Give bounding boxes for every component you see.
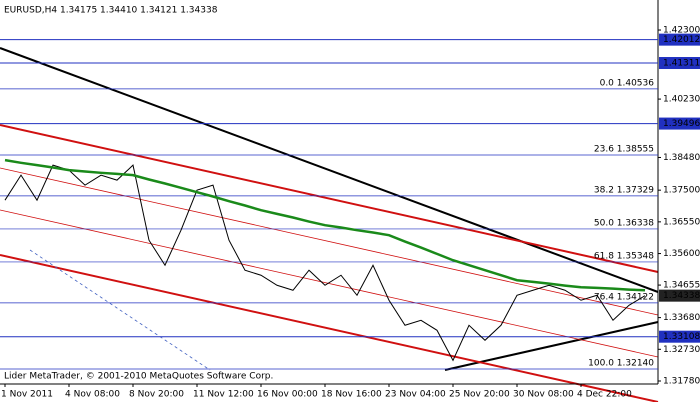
footer: Lider MetaTrader, © 2001-2010 MetaQuotes… (4, 372, 273, 382)
x-tick-label: 8 Nov 20:00 (129, 390, 184, 400)
y-tick-label: 1.35600 (663, 249, 700, 259)
level-box (659, 117, 700, 130)
x-tick-label: 1 Nov 2011 (1, 390, 53, 400)
fib-label: 100.0 1.32140 (588, 358, 654, 368)
y-tick-label: 1.33680 (663, 313, 700, 323)
y-tick-label: 1.36550 (663, 217, 700, 227)
level-box (659, 330, 700, 343)
channel-mid (0, 209, 659, 358)
level-box (659, 57, 700, 70)
dotted-line (29, 249, 211, 371)
y-tick-label: 1.38480 (663, 153, 700, 163)
price-box (659, 289, 700, 302)
fib-label: 76.4 1.34122 (594, 292, 654, 302)
level-label: 1.41311 (663, 59, 700, 69)
x-tick-label: 25 Nov 20:00 (449, 390, 510, 400)
fib-label: 38.2 1.37329 (594, 185, 654, 195)
x-tick-label: 23 Nov 04:00 (385, 390, 446, 400)
level-label: 1.42012 (663, 35, 700, 45)
y-tick-label: 1.37500 (663, 186, 700, 196)
chart-title: EURUSD,H4 1.34175 1.34410 1.34121 1.3433… (4, 6, 218, 16)
y-tick-label: 1.40230 (663, 95, 700, 105)
series-line (4, 164, 646, 362)
x-tick-label: 11 Nov 12:00 (193, 390, 254, 400)
fib-label: 0.0 1.40536 (600, 78, 655, 88)
fib-label: 61.8 1.35348 (594, 251, 654, 261)
y-tick-label: 1.31780 (663, 376, 700, 386)
channel-lower (0, 254, 659, 402)
fib-label: 23.6 1.38555 (594, 144, 654, 154)
x-tick-label: 4 Nov 08:00 (65, 390, 120, 400)
series-line (4, 158, 646, 292)
x-tick-label: 4 Dec 22:00 (577, 390, 632, 400)
level-label: 1.39496 (663, 119, 700, 129)
x-tick-label: 18 Nov 16:00 (321, 390, 382, 400)
level-label: 1.33108 (663, 332, 700, 342)
level-box (659, 33, 700, 46)
x-tick-label: 30 Nov 08:00 (513, 390, 574, 400)
x-tick-label: 16 Nov 00:00 (257, 390, 318, 400)
y-tick-label: 1.42300 (663, 26, 700, 36)
drawings (0, 47, 659, 402)
y-tick-label: 1.34655 (663, 281, 700, 291)
y-tick-label: 1.32730 (663, 345, 700, 355)
price-label: 1.34338 (663, 291, 700, 301)
channel-mid (0, 167, 659, 316)
channel-upper (0, 124, 659, 273)
fib-label: 50.0 1.36338 (594, 218, 654, 228)
